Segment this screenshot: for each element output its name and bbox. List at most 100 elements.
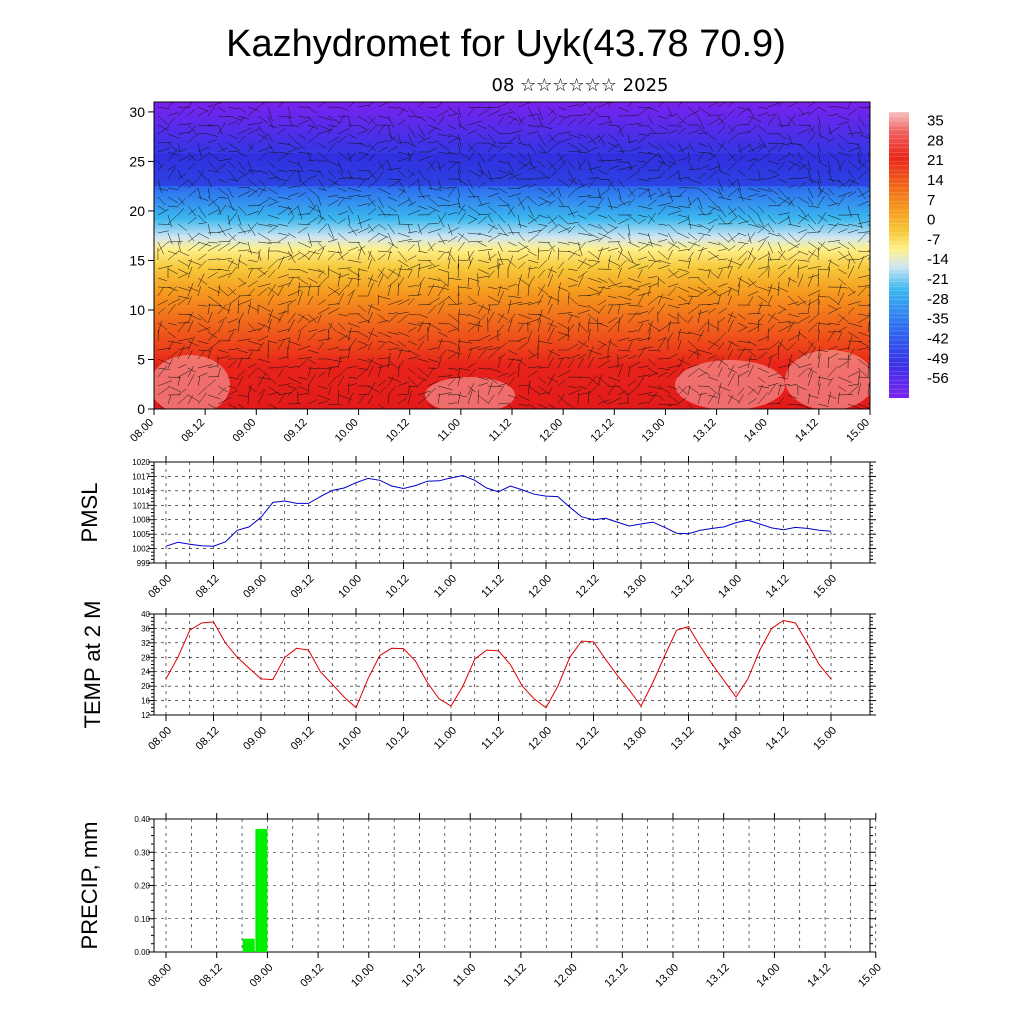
wind-arrow xyxy=(837,394,853,396)
wind-arrow xyxy=(197,242,209,252)
wind-arrow xyxy=(417,376,428,381)
wind-arrow xyxy=(697,106,711,116)
wind-arrow xyxy=(737,370,750,378)
wind-arrow xyxy=(537,201,549,207)
wind-arrow xyxy=(617,363,624,378)
wind-arrow xyxy=(207,295,221,306)
wind-arrow xyxy=(587,345,594,360)
wind-arrow xyxy=(307,115,318,128)
wind-arrow xyxy=(857,256,865,270)
wind-arrow xyxy=(207,331,217,339)
wind-arrow xyxy=(647,152,660,162)
wind-arrow xyxy=(667,394,680,404)
wind-arrow xyxy=(197,349,211,352)
wind-arrow xyxy=(847,142,859,145)
wind-arrow xyxy=(197,142,202,158)
wind-arrow xyxy=(447,133,461,140)
wind-arrow xyxy=(637,178,650,182)
x-tick-label: 12.12 xyxy=(574,725,602,753)
wind-arrow xyxy=(197,304,208,307)
wind-arrow xyxy=(477,216,488,225)
wind-arrow xyxy=(447,124,457,130)
wind-arrow xyxy=(627,241,640,248)
wind-arrow xyxy=(777,124,791,127)
wind-arrow xyxy=(547,225,559,234)
wind-arrow xyxy=(317,223,328,234)
wind-arrow xyxy=(537,106,544,121)
wind-arrow xyxy=(857,313,870,317)
wind-arrow xyxy=(777,232,789,242)
wind-arrow xyxy=(777,286,788,292)
wind-arrow xyxy=(827,365,838,378)
warm-blob xyxy=(675,360,785,409)
wind-arrow xyxy=(357,194,372,198)
wind-arrow xyxy=(317,142,326,149)
wind-arrow xyxy=(617,354,629,360)
wind-arrow xyxy=(227,296,241,306)
wind-arrow xyxy=(837,392,840,405)
wind-arrow xyxy=(467,187,476,199)
wind-arrow xyxy=(287,319,295,333)
wind-arrow xyxy=(547,162,557,171)
wind-arrow xyxy=(557,241,570,245)
wind-arrow xyxy=(207,105,216,117)
wind-arrow xyxy=(667,106,673,117)
wind-arrow xyxy=(387,331,400,335)
wind-arrow xyxy=(467,369,476,378)
wind-arrow xyxy=(517,196,525,210)
wind-arrow xyxy=(737,241,749,245)
wind-arrow xyxy=(397,298,410,306)
y-tick-label: 999 xyxy=(137,559,151,568)
wind-arrow xyxy=(197,169,207,180)
wind-arrow xyxy=(407,231,418,234)
wind-arrow xyxy=(667,353,678,360)
wind-arrow xyxy=(347,151,353,163)
wind-arrow xyxy=(537,269,546,279)
wind-arrow xyxy=(397,393,408,396)
wind-arrow xyxy=(457,187,460,198)
wind-arrow xyxy=(837,133,849,144)
wind-arrow xyxy=(247,143,255,153)
wind-arrow xyxy=(597,285,605,297)
wind-arrow xyxy=(257,358,271,363)
wind-arrow xyxy=(347,278,353,288)
y-tick-label: 25 xyxy=(129,153,145,169)
wind-arrow xyxy=(267,340,278,344)
wind-arrow xyxy=(227,286,236,295)
wind-arrow xyxy=(807,223,816,232)
wind-arrow xyxy=(747,159,758,171)
wind-arrow xyxy=(167,111,179,117)
wind-arrow xyxy=(237,299,239,315)
wind-arrow xyxy=(377,171,384,180)
wind-arrow xyxy=(667,195,683,198)
wind-arrow xyxy=(287,124,299,127)
wind-arrow xyxy=(377,123,386,135)
wind-arrow xyxy=(467,178,474,189)
wind-arrow xyxy=(617,390,627,396)
wind-arrow xyxy=(197,364,213,369)
x-tick-label: 08.00 xyxy=(146,725,174,753)
x-tick-label: 11.12 xyxy=(502,962,529,989)
wind-arrow xyxy=(167,395,172,405)
wind-arrow xyxy=(717,265,732,270)
wind-arrow xyxy=(807,107,819,117)
wind-arrow xyxy=(457,142,461,153)
x-tick-label: 10.00 xyxy=(336,725,364,753)
wind-arrow xyxy=(647,192,657,198)
wind-arrow xyxy=(647,367,658,375)
wind-arrow xyxy=(427,259,436,267)
wind-arrow xyxy=(557,370,571,378)
wind-arrow xyxy=(547,295,560,302)
wind-arrow xyxy=(757,384,763,396)
wind-arrow xyxy=(777,196,792,205)
wind-arrow xyxy=(457,196,461,208)
wind-arrow xyxy=(467,214,478,220)
wind-arrow xyxy=(727,340,740,347)
wind-arrow xyxy=(817,345,821,360)
wind-arrow xyxy=(477,108,490,117)
wind-arrow xyxy=(517,403,529,407)
wind-arrow xyxy=(647,260,657,270)
wind-arrow xyxy=(647,250,656,261)
wind-arrow xyxy=(467,322,479,333)
